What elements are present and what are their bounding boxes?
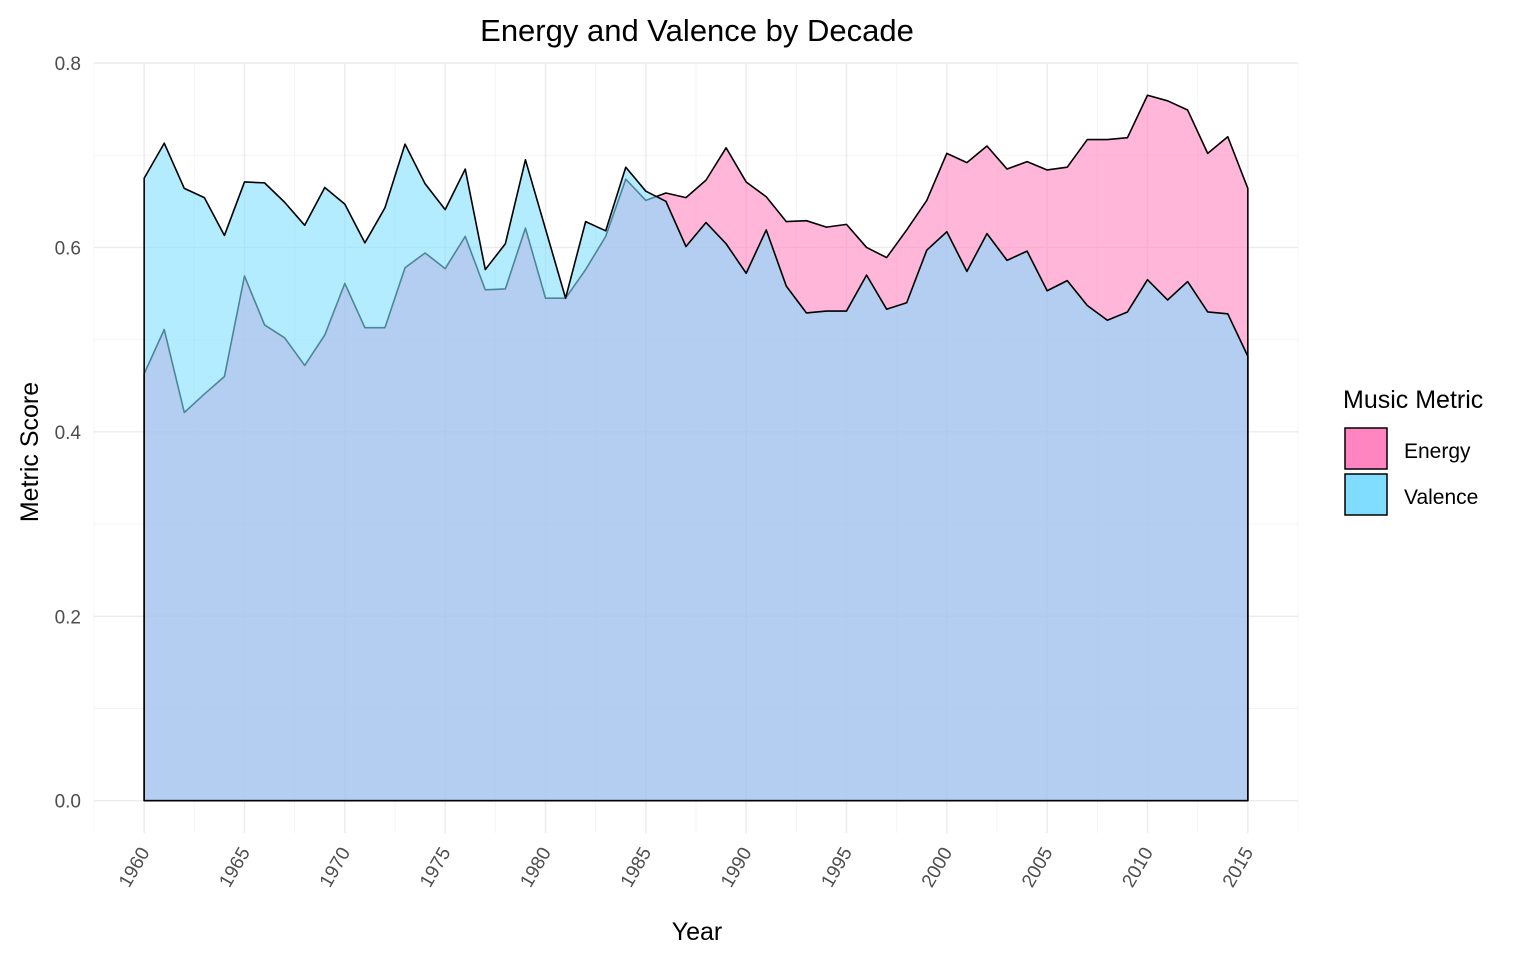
legend-label-valence: Valence (1404, 486, 1478, 509)
x-tick-label: 1985 (617, 844, 656, 891)
x-axis-title: Year (672, 918, 723, 946)
x-tick-label: 2015 (1219, 844, 1258, 891)
y-tick-label: 0.4 (55, 423, 82, 444)
legend-title: Music Metric (1343, 386, 1483, 414)
x-tick-label: 1975 (416, 844, 455, 891)
x-tick-label: 1960 (115, 844, 154, 891)
x-tick-label: 1980 (517, 844, 556, 891)
x-tick-label: 2000 (918, 844, 957, 891)
y-tick-label: 0.0 (55, 792, 81, 813)
x-tick-label: 1965 (216, 844, 255, 891)
legend-key-energy (1344, 427, 1388, 470)
y-axis-title: Metric Score (16, 382, 44, 522)
x-tick-label: 1990 (717, 844, 756, 891)
x-tick-label: 1970 (316, 844, 355, 891)
legend-key-valence (1344, 473, 1388, 516)
plot-areas (143, 94, 1249, 802)
legend: Music Metric Energy Valence (1343, 386, 1483, 516)
x-axis-ticks: 1960 1965 1970 1975 1980 1985 1990 1995 2000 2005… (115, 844, 1258, 891)
x-tick-label: 2010 (1119, 844, 1158, 891)
chart-title: Energy and Valence by Decade (480, 13, 914, 48)
y-axis-ticks: 0.0 0.2 0.4 0.6 0.8 (55, 54, 82, 813)
area-valence (143, 142, 1249, 802)
legend-label-energy: Energy (1404, 440, 1471, 463)
x-tick-label: 1995 (818, 844, 857, 891)
y-tick-label: 0.6 (55, 238, 81, 259)
y-tick-label: 0.8 (55, 54, 81, 75)
x-tick-label: 2005 (1018, 844, 1057, 891)
y-tick-label: 0.2 (55, 607, 81, 628)
